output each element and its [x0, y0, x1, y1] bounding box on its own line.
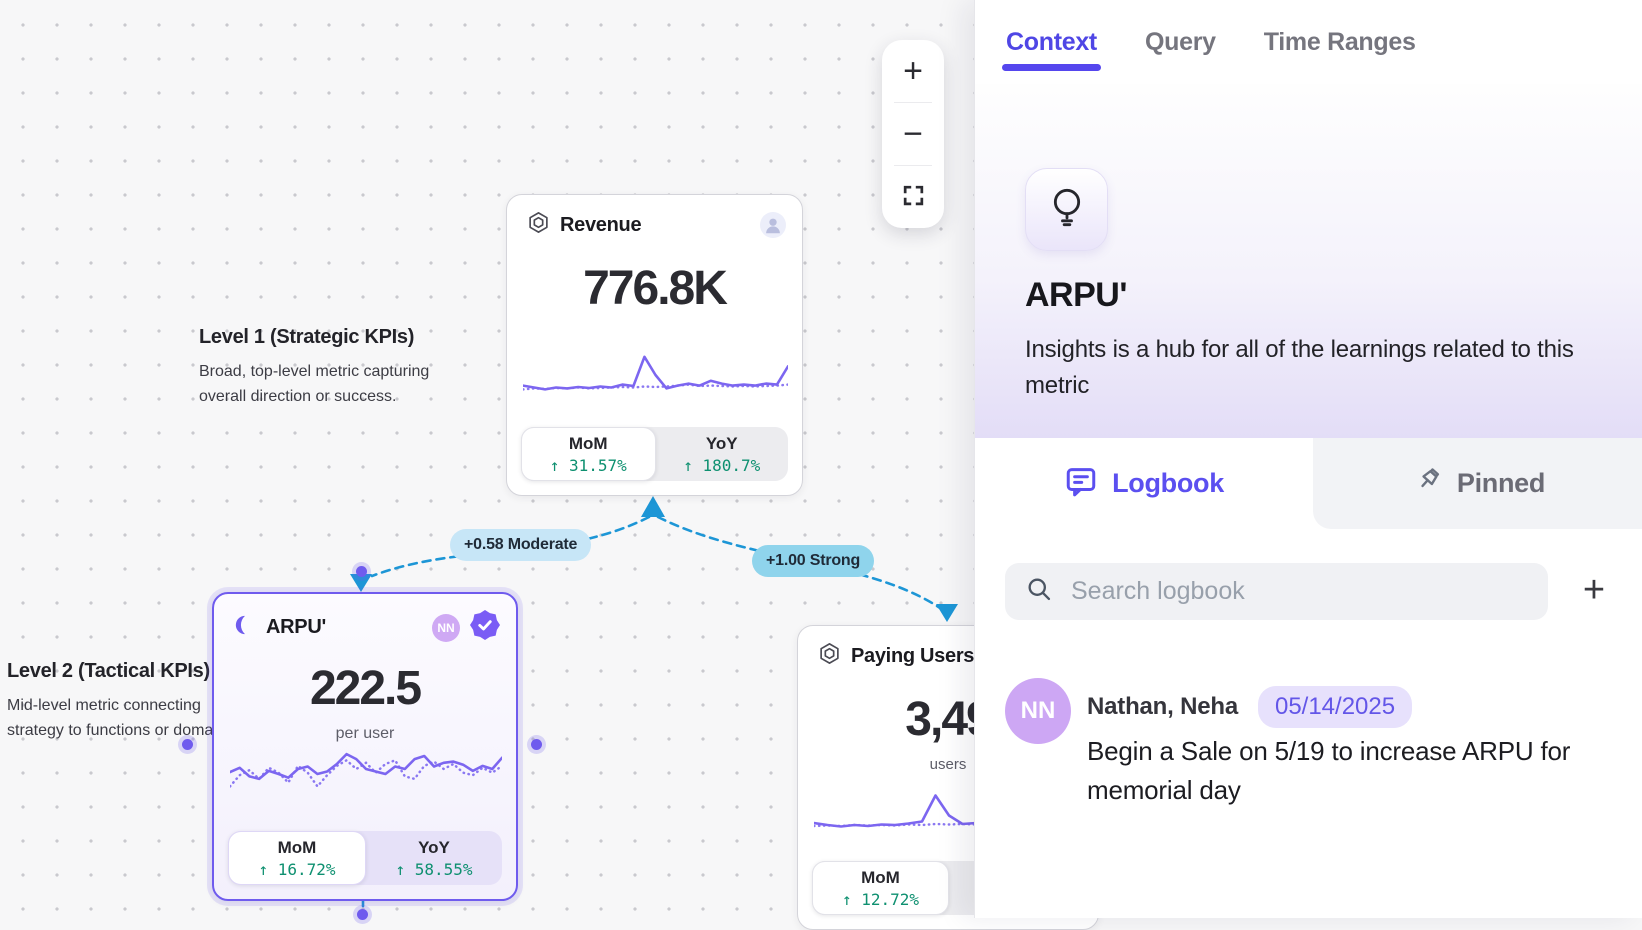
level1-title: Level 1 (Strategic KPIs) [199, 326, 415, 348]
paying-users-card-header: Paying Users' [798, 626, 1098, 670]
zoom-out-button[interactable]: − [882, 103, 944, 165]
tab-logbook[interactable]: Logbook [975, 438, 1313, 529]
arrow-down-into-paying-users [936, 604, 958, 622]
revenue-stat-mom[interactable]: MoM ↑ 31.57% [521, 427, 656, 481]
arpu-handle-top[interactable] [356, 566, 367, 577]
correlation-label-moderate[interactable]: +0.58 Moderate [450, 529, 592, 561]
level2-annotation: Level 2 (Tactical KPIs) Mid-level metric… [7, 660, 239, 743]
revenue-card-title: Revenue [560, 213, 642, 236]
level2-title: Level 2 (Tactical KPIs) [7, 660, 210, 682]
tab-query-label: Query [1144, 27, 1216, 56]
arpu-card-header: ARPU' NN [214, 594, 516, 645]
stat-value: ↑ 31.57% [549, 455, 627, 475]
arpu-sparkline [230, 752, 502, 789]
stat-value: ↑ 180.7% [683, 455, 761, 475]
stat-label: YoY [418, 837, 450, 857]
tab-time-ranges[interactable]: Time Ranges [1264, 2, 1416, 83]
hexagon-metric-icon [818, 642, 841, 670]
add-logbook-entry-button[interactable]: + [1582, 568, 1606, 611]
canvas-zoom-toolbar: + − [882, 40, 944, 228]
owner-avatar-icon [760, 212, 786, 238]
entry-author: Nathan, Neha [1087, 693, 1238, 720]
pin-icon [1411, 465, 1443, 502]
tab-logbook-label: Logbook [1112, 468, 1224, 498]
stat-value: ↑ 16.72% [258, 859, 336, 879]
context-panel: Context Query Time Ranges ARPU' Insights… [974, 0, 1642, 918]
tab-time-ranges-label: Time Ranges [1263, 27, 1416, 56]
logbook-search-row: + [1005, 563, 1617, 620]
paying-users-card-title: Paying Users' [851, 644, 979, 667]
lightbulb-icon [1047, 185, 1087, 234]
tab-context[interactable]: Context [1002, 2, 1101, 83]
stat-label: MoM [568, 433, 608, 453]
logbook-comment-icon [1064, 464, 1098, 503]
paying-users-stat-mom[interactable]: MoM ↑ 12.72% [812, 861, 949, 915]
arpu-card-title: ARPU' [266, 616, 326, 638]
search-icon [1025, 575, 1053, 608]
verified-badge-icon [470, 610, 500, 645]
revenue-sparkline [523, 355, 788, 391]
metric-description: Insights is a hub for all of the learnin… [1025, 336, 1574, 399]
revenue-card-header: Revenue [507, 195, 802, 239]
correlation-label-strong[interactable]: +1.00 Strong [752, 545, 875, 577]
entry-avatar: NN [1005, 678, 1071, 744]
level1-body: Broad, top-level metric capturing overal… [199, 363, 430, 405]
revenue-stat-yoy[interactable]: YoY ↑ 180.7% [656, 427, 789, 481]
metric-hero-section: ARPU' Insights is a hub for all of the l… [975, 84, 1642, 438]
level2-body: Mid-level metric connecting strategy to … [7, 697, 214, 739]
metric-card-revenue[interactable]: Revenue 776.8K MoM ↑ 31.57% YoY ↑ 180.7% [506, 194, 803, 496]
arpu-stat-mom[interactable]: MoM ↑ 16.72% [228, 831, 366, 885]
logbook-pinned-tabs: Logbook Pinned [975, 438, 1642, 529]
active-tab-underline [1002, 63, 1101, 71]
arpu-value: 222.5 [309, 662, 422, 715]
entry-header: Nathan, Neha 05/14/2025 [1087, 686, 1413, 728]
insight-icon-tile [1025, 168, 1108, 251]
entry-text: Begin a Sale on 5/19 to increase ARPU fo… [1087, 736, 1571, 805]
arpu-stats: MoM ↑ 16.72% YoY ↑ 58.55% [228, 831, 502, 885]
collaborator-badge: NN [432, 613, 460, 642]
tab-pinned-label: Pinned [1456, 468, 1546, 498]
crescent-moon-icon [234, 614, 256, 641]
entry-date-badge: 05/14/2025 [1257, 686, 1413, 728]
arrow-down-into-arpu [350, 574, 372, 592]
stat-label: YoY [705, 433, 738, 453]
level1-annotation: Level 1 (Strategic KPIs) Broad, top-leve… [199, 326, 459, 409]
arrow-up-into-revenue [641, 496, 665, 517]
arpu-handle-right[interactable] [531, 739, 542, 750]
minus-icon: − [903, 114, 923, 153]
paying-users-unit: users [929, 756, 967, 773]
tab-context-label: Context [1006, 27, 1097, 56]
revenue-value: 776.8K [583, 262, 728, 315]
stat-label: MoM [277, 837, 317, 857]
logbook-search-input[interactable] [1069, 576, 1528, 607]
stat-value: ↑ 58.55% [395, 859, 473, 879]
plus-icon: + [903, 51, 923, 90]
fullscreen-icon [901, 178, 926, 217]
tab-pinned[interactable]: Pinned [1313, 438, 1642, 529]
lineage-canvas[interactable]: +0.58 Moderate +1.00 Strong Level 1 (Str… [0, 0, 1099, 930]
hexagon-metric-icon [527, 211, 550, 239]
arpu-unit: per user [335, 725, 395, 742]
stat-label: MoM [861, 867, 900, 887]
arpu-handle-bottom[interactable] [357, 909, 368, 920]
arpu-stat-yoy[interactable]: YoY ↑ 58.55% [366, 831, 502, 885]
revenue-stats: MoM ↑ 31.57% YoY ↑ 180.7% [521, 427, 788, 481]
metric-card-arpu[interactable]: ARPU' NN 222.5 per user MoM ↑ 16.72% YoY… [212, 592, 518, 901]
arpu-handle-left[interactable] [182, 739, 193, 750]
logbook-search-box[interactable] [1005, 563, 1548, 620]
panel-tab-bar: Context Query Time Ranges [975, 0, 1642, 85]
fit-view-button[interactable] [882, 166, 944, 228]
stat-value: ↑ 12.72% [841, 889, 920, 909]
metric-title: ARPU' [1025, 276, 1127, 314]
tab-query[interactable]: Query [1145, 2, 1216, 83]
zoom-in-button[interactable]: + [882, 40, 944, 102]
